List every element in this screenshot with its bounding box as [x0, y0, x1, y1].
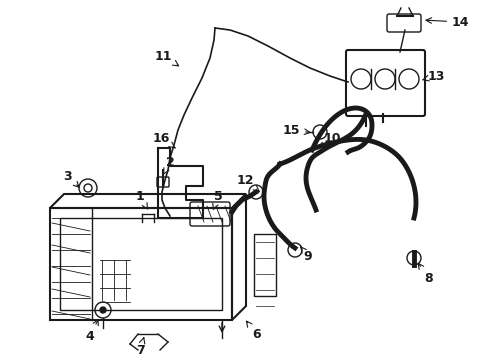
Text: 1: 1	[136, 189, 147, 209]
Text: 13: 13	[422, 69, 445, 82]
Bar	[254, 234, 276, 296]
Text: 4: 4	[86, 320, 98, 342]
Text: 6: 6	[246, 321, 261, 341]
Text: 9: 9	[301, 247, 312, 262]
Text: 8: 8	[418, 263, 433, 284]
Text: 3: 3	[63, 170, 79, 187]
Text: 12: 12	[237, 174, 259, 191]
Text: 7: 7	[136, 338, 145, 356]
Text: 11: 11	[154, 50, 179, 66]
Circle shape	[100, 307, 106, 313]
Text: 14: 14	[426, 15, 469, 28]
Text: 15: 15	[283, 123, 310, 136]
Text: 5: 5	[213, 189, 223, 209]
Text: 16: 16	[152, 131, 175, 148]
Text: 10: 10	[319, 131, 342, 148]
Text: 2: 2	[164, 156, 175, 174]
